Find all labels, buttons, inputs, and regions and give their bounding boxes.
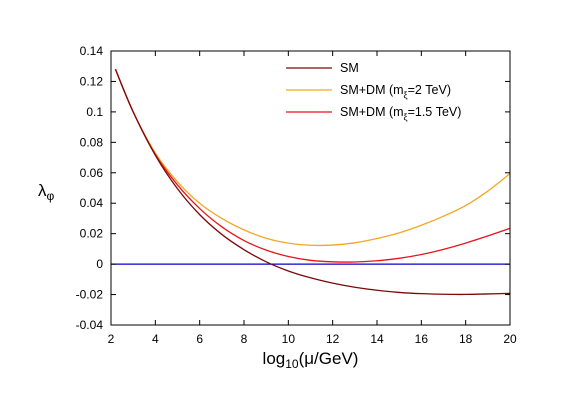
y-tick-label: 0.06 xyxy=(80,166,104,180)
y-tick-label: 0.08 xyxy=(80,135,104,149)
legend-label-main: SM+DM (m xyxy=(340,105,404,119)
x-tick-label: 8 xyxy=(241,332,248,346)
x-axis-label-subscript: 10 xyxy=(285,357,299,371)
series-line-2 xyxy=(114,69,511,263)
y-tick-label: 0.12 xyxy=(80,74,104,88)
series-line-1 xyxy=(114,69,511,247)
x-tick-label: 18 xyxy=(459,332,473,346)
x-axis-label-main: log xyxy=(263,349,286,368)
x-axis-label: log10(μ/GeV) xyxy=(263,349,359,371)
series-layer xyxy=(114,69,511,296)
plot-frame xyxy=(110,50,511,326)
legend-label-rest: =2 TeV) xyxy=(408,83,451,97)
y-tick-label: -0.02 xyxy=(76,288,104,302)
y-axis-ticks: -0.04 -0.02 0 0.02 0.04 0.06 0.08 0.1 0.12 0.14 xyxy=(76,44,510,332)
x-tick-label: 16 xyxy=(415,332,429,346)
y-axis-label-main: λ xyxy=(38,181,47,200)
x-axis-label-rest: (μ/GeV) xyxy=(299,349,359,368)
x-tick-label: 14 xyxy=(370,332,384,346)
y-tick-label: 0.02 xyxy=(80,227,104,241)
y-tick-label: 0.04 xyxy=(80,196,104,210)
legend-label-main: SM+DM (m xyxy=(340,83,404,97)
x-tick-label: 2 xyxy=(108,332,115,346)
x-tick-label: 10 xyxy=(282,332,296,346)
series-line-0 xyxy=(114,69,511,296)
y-axis-label-subscript: φ xyxy=(47,189,55,203)
y-tick-label: 0.1 xyxy=(86,105,103,119)
x-tick-label: 12 xyxy=(326,332,340,346)
legend-label-1: SM+DM (mξ=2 TeV) xyxy=(340,83,451,100)
legend-label-rest: =1.5 TeV) xyxy=(408,105,462,119)
y-tick-label: -0.04 xyxy=(76,318,104,332)
x-tick-label: 4 xyxy=(152,332,159,346)
legend-label-main: SM xyxy=(340,61,359,75)
y-axis-label: λφ xyxy=(38,181,55,203)
y-tick-label: 0.14 xyxy=(80,44,104,58)
legend-label-2: SM+DM (mξ=1.5 TeV) xyxy=(340,105,461,122)
x-tick-label: 6 xyxy=(196,332,203,346)
legend-label-subscript: ξ xyxy=(404,90,408,100)
x-axis-ticks: 2 4 6 8 10 12 14 16 18 20 xyxy=(108,51,517,346)
x-tick-label: 20 xyxy=(503,332,517,346)
y-tick-label: 0 xyxy=(96,257,103,271)
legend-label-0: SM xyxy=(340,61,359,75)
legend-label-subscript: ξ xyxy=(404,112,408,122)
